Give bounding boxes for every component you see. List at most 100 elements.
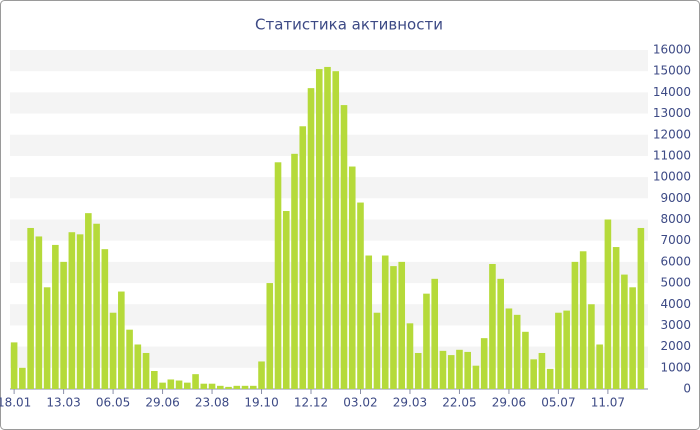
bar — [249, 385, 257, 389]
bar — [274, 162, 282, 389]
bar — [423, 293, 430, 389]
bar — [134, 344, 142, 389]
y-tick-label: 8000 — [660, 212, 691, 226]
bar — [546, 368, 554, 389]
bar — [151, 370, 158, 389]
x-tick-label: 11.07 — [591, 396, 625, 410]
bar — [480, 338, 488, 389]
x-tick-label: 29.06 — [145, 396, 179, 410]
bar — [522, 331, 529, 389]
y-tick-label: 16000 — [653, 43, 691, 57]
bar — [340, 105, 348, 390]
x-tick-label: 18.01 — [0, 396, 31, 410]
bar — [398, 261, 406, 389]
y-tick-label: 14000 — [653, 85, 691, 99]
y-tick-label: 4000 — [660, 297, 691, 311]
bar — [604, 219, 612, 389]
bar — [505, 308, 513, 389]
bar — [472, 365, 480, 389]
bar — [19, 367, 26, 389]
bar — [35, 236, 43, 389]
bar — [596, 344, 603, 389]
bar — [588, 304, 595, 389]
bar — [489, 263, 496, 389]
y-tick-label: 11000 — [653, 148, 691, 162]
y-tick-label: 0 — [683, 382, 691, 396]
bar — [431, 278, 439, 389]
bar — [109, 312, 117, 389]
bar — [93, 223, 100, 389]
x-tick-label: 19.10 — [244, 396, 278, 410]
bar — [456, 349, 463, 389]
y-tick-label: 12000 — [653, 127, 691, 141]
bar — [563, 310, 570, 389]
y-tick-label: 7000 — [660, 233, 691, 247]
bar — [299, 126, 307, 390]
y-tick-label: 13000 — [653, 106, 691, 120]
y-tick-label: 9000 — [660, 191, 691, 205]
chart-title: Статистика активности — [255, 16, 443, 34]
bar — [555, 312, 562, 389]
x-tick-label: 05.07 — [541, 396, 575, 410]
bar — [208, 383, 216, 389]
y-tick-label: 2000 — [660, 339, 691, 353]
x-tick-label: 03.02 — [343, 396, 377, 410]
bar — [629, 287, 636, 389]
bar — [447, 355, 455, 389]
bar — [52, 244, 59, 389]
y-tick-label: 15000 — [653, 64, 691, 78]
bar — [118, 291, 125, 389]
bar — [315, 69, 323, 389]
bar — [513, 314, 521, 389]
bar — [373, 312, 381, 389]
bar — [637, 227, 645, 389]
bar — [390, 266, 397, 389]
x-tick-label: 13.03 — [46, 396, 80, 410]
x-tick-label: 23.08 — [195, 396, 229, 410]
bar — [464, 351, 471, 389]
bar — [365, 255, 373, 389]
bar — [621, 274, 628, 389]
bar — [233, 385, 241, 389]
bar — [258, 361, 265, 389]
bar — [216, 385, 224, 389]
bar — [406, 323, 414, 389]
y-tick-label: 5000 — [660, 276, 691, 290]
y-tick-label: 10000 — [653, 170, 691, 184]
bar — [85, 213, 92, 389]
bar — [68, 232, 76, 389]
bar — [282, 211, 290, 389]
bar — [381, 255, 389, 389]
bar — [200, 383, 208, 389]
bar — [184, 382, 191, 389]
bar — [291, 153, 298, 389]
bar — [497, 278, 504, 389]
bar — [225, 386, 232, 389]
bar — [27, 227, 34, 389]
bar — [241, 385, 249, 389]
bar — [571, 261, 579, 389]
x-tick-label: 12.12 — [294, 396, 328, 410]
x-tick-label: 22.05 — [442, 396, 476, 410]
y-tick-label: 6000 — [660, 254, 691, 268]
bar — [414, 352, 422, 389]
bar — [324, 66, 331, 389]
x-tick-label: 06.05 — [96, 396, 130, 410]
bar — [159, 382, 166, 389]
bar — [101, 249, 109, 389]
bar — [348, 166, 356, 389]
bar — [538, 352, 546, 389]
bar — [10, 342, 18, 389]
bar — [60, 261, 67, 389]
x-tick-label: 29.03 — [393, 396, 427, 410]
bar — [175, 380, 183, 389]
bar — [530, 359, 537, 389]
bar — [439, 350, 447, 389]
y-tick-label: 3000 — [660, 318, 691, 332]
bar — [192, 374, 199, 389]
bar — [76, 234, 84, 389]
bar — [266, 283, 274, 389]
grid-band — [10, 50, 648, 72]
bar — [43, 287, 51, 389]
